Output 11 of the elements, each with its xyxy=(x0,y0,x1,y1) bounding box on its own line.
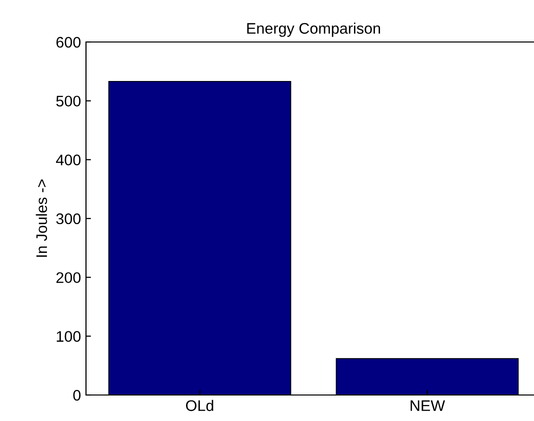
y-axis-title: In Joules -> xyxy=(36,180,48,257)
y-tick-label: 0 xyxy=(73,390,81,401)
y-tick-label: 300 xyxy=(56,213,81,224)
y-tick-label: 400 xyxy=(56,154,81,166)
y-tick-label: 500 xyxy=(56,96,81,107)
chart-title: Energy Comparison xyxy=(247,22,380,37)
y-tick-label: 600 xyxy=(56,36,81,48)
x-tick-label: OLd xyxy=(186,400,214,412)
y-tick-label: 200 xyxy=(56,272,81,284)
y-tick-label: 100 xyxy=(56,331,81,342)
x-tick-label: NEW xyxy=(410,400,446,411)
